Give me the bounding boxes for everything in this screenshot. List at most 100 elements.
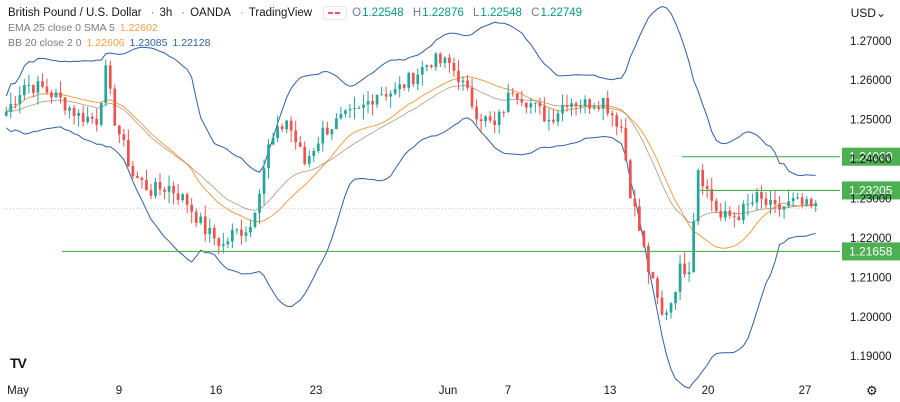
candle-body [122,134,126,141]
candle-body [457,70,460,83]
candle-body [339,113,343,119]
candle-body [628,160,632,199]
candle-body [249,226,252,233]
candle-body [710,189,714,201]
bb-upper-value: 1.23085 [129,37,168,49]
candle-body [597,107,601,109]
candle-body [271,138,275,145]
candle-body [199,216,203,223]
price-axis[interactable]: 1.27000 1.26000 1.25000 1.24000 1.23000 1.220… [850,36,892,363]
candle-body [737,216,741,221]
separator-dot: · [150,7,155,19]
bb-lower-value: 1.22128 [172,37,211,49]
candle-body [439,53,442,64]
candle-body [303,146,307,164]
horizontal-levels[interactable]: 1.24060 1.23205 1.21658 [62,147,900,261]
level-label-bg [842,181,900,200]
candle-body [470,87,474,107]
candle-body [18,95,22,105]
interval-label[interactable]: 3h [159,7,173,19]
candle-body [45,86,49,93]
candle-body [407,73,411,88]
candle-body [511,92,515,94]
candle-body [642,230,646,246]
chevron-down-icon: ⌄ [875,6,886,20]
separator-dot: · [181,7,186,19]
time-tick-label: 16 [210,385,223,397]
candle-body [466,80,469,88]
candle-body [764,198,768,206]
gear-icon[interactable]: ⚙ [866,383,878,398]
candle-body [800,197,804,205]
ema-value: 1.22602 [119,22,158,34]
candle-body [63,97,67,111]
candle-body [253,212,257,227]
price-tick-label: 1.24000 [850,154,892,166]
ohlc-close-value: 1.22749 [540,7,583,19]
price-tick-label: 1.22000 [850,233,892,245]
time-tick-label: 20 [702,385,715,397]
candle-body [552,119,555,122]
candle-body [443,57,447,64]
candle-body [389,93,393,97]
candle-body [298,142,302,147]
level-label: 1.21658 [849,244,893,258]
ohlc-open-key: O [352,7,362,19]
tradingview-logo[interactable]: TV [10,355,27,371]
candle-body [185,194,189,205]
ohlc-close-key: C [531,7,540,19]
candle-body [72,107,76,116]
candle-body [41,81,44,87]
candle-body [357,107,361,109]
candle-body [728,210,732,216]
candle-body [479,119,483,122]
candle-body [647,245,650,273]
candle-body [520,99,524,103]
candle-body [791,197,795,202]
time-tick-label: Jun [439,385,458,397]
candle-body [140,177,144,181]
ema-label: EMA 25 close 0 SMA 5 [8,22,115,34]
ohlc-low-key: L [472,7,480,19]
candle-body [307,156,311,164]
time-axis[interactable]: May 9 16 23 Jun 7 13 20 27 [7,385,811,397]
candle-body [805,199,809,205]
bb-legend[interactable]: BB 20 close 2 0 1.22606 1.23085 1.22128 [8,37,215,49]
ohlc-high-key: H [412,7,422,19]
bb-label: BB 20 close 2 0 [8,37,82,49]
candle-body [574,103,578,107]
ohlc-low-value: 1.22548 [480,7,522,19]
candle-body [104,65,108,104]
candle-body [393,89,397,94]
candle-body [154,181,157,196]
candle-body [276,126,279,139]
candle-body [113,88,117,126]
symbol-header: British Pound / U.S. Dollar · 3h · OANDA… [8,6,593,20]
currency-selector[interactable]: USD⌄ [851,6,886,20]
candle-body [692,221,695,273]
candle-body [262,168,266,194]
candle-body [371,101,374,105]
time-tick-label: May [7,385,29,397]
candle-body [687,272,691,275]
candle-body [461,80,465,83]
candle-body [59,92,62,98]
candle-body [547,119,551,122]
ema-legend[interactable]: EMA 25 close 0 SMA 5 1.22602 [8,22,163,34]
candle-body [344,110,347,114]
level-label: 1.23205 [849,183,893,197]
candle-body [353,108,356,110]
symbol-name[interactable]: British Pound / U.S. Dollar [8,7,142,19]
candle-body [606,97,610,114]
candle-body [117,125,121,135]
candle-body [683,263,686,275]
price-tick-label: 1.26000 [850,75,892,87]
candle-body [506,92,510,113]
candle-body [27,85,31,87]
candle-body [570,103,573,107]
candle-body [760,192,763,199]
time-tick-label: 9 [116,385,122,397]
quick-trade-icon[interactable] [323,6,348,20]
candle-body [429,65,433,67]
